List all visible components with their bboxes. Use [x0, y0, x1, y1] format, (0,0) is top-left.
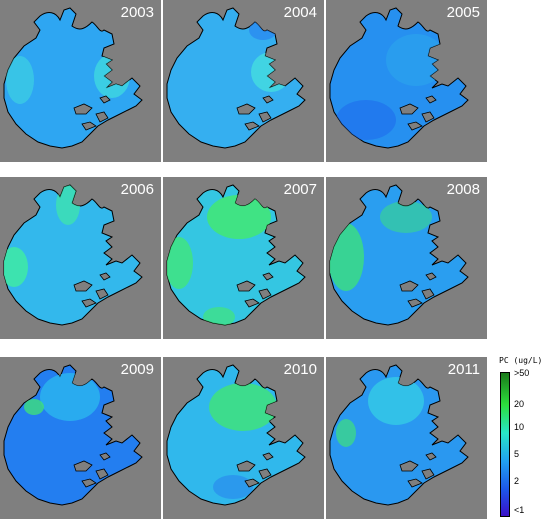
bloom-patch [207, 195, 271, 239]
lake-map [329, 7, 469, 149]
bloom-patch [40, 373, 100, 421]
bloom-patch [380, 201, 432, 233]
lake-map [329, 184, 469, 326]
year-label: 2006 [120, 181, 154, 198]
islands [73, 272, 111, 308]
map-panel-2005: 2005 [326, 0, 487, 162]
legend-tick: >50 [514, 368, 530, 378]
lake-map [3, 364, 143, 506]
islands [236, 95, 274, 131]
bloom-patch [368, 377, 424, 425]
year-label: 2003 [120, 4, 154, 21]
islands [399, 272, 437, 308]
map-panel-2011: 2011 [326, 357, 487, 519]
islands [236, 452, 274, 488]
lake-fill [166, 7, 306, 149]
islands [73, 95, 111, 131]
lake-map [166, 7, 306, 149]
year-label: 2011 [447, 361, 480, 378]
bloom-patch [24, 399, 44, 415]
islands [236, 272, 274, 308]
bloom-patch [330, 223, 364, 291]
year-label: 2010 [283, 361, 317, 378]
lake-map [166, 364, 306, 506]
bloom-patch [6, 56, 34, 104]
lake-map [329, 364, 469, 506]
year-label: 2009 [120, 361, 154, 378]
legend-tick: 5 [514, 449, 520, 459]
legend-tick: 20 [514, 399, 525, 409]
legend-tick: <1 [514, 505, 525, 515]
map-panel-2006: 2006 [0, 177, 161, 339]
bloom-patch [167, 237, 193, 289]
islands [399, 452, 437, 488]
map-panel-2004: 2004 [163, 0, 324, 162]
map-panel-2007: 2007 [163, 177, 324, 339]
lake-map [3, 7, 143, 149]
bloom-patch [56, 185, 80, 225]
legend-colorbar [500, 372, 510, 517]
legend-title: PC (ug/L) [499, 356, 543, 365]
map-panel-2008: 2008 [326, 177, 487, 339]
lake-map [3, 184, 143, 326]
year-label: 2005 [446, 4, 480, 21]
bloom-patch [336, 100, 396, 140]
bloom-patch [386, 34, 446, 86]
islands [399, 95, 437, 131]
bloom-patch [213, 475, 253, 499]
map-panel-2010: 2010 [163, 357, 324, 519]
bloom-patch [203, 307, 235, 325]
bloom-patch [336, 419, 356, 447]
legend-tick: 2 [514, 476, 520, 486]
bloom-patch [4, 247, 28, 287]
map-panel-2009: 2009 [0, 357, 161, 519]
year-label: 2008 [446, 181, 480, 198]
year-label: 2004 [283, 4, 317, 21]
bloom-patch [209, 383, 277, 431]
lake-map [166, 184, 306, 326]
year-label: 2007 [283, 181, 317, 198]
map-panel-2003: 2003 [0, 0, 161, 162]
islands [73, 452, 111, 488]
legend-tick: 10 [514, 422, 525, 432]
